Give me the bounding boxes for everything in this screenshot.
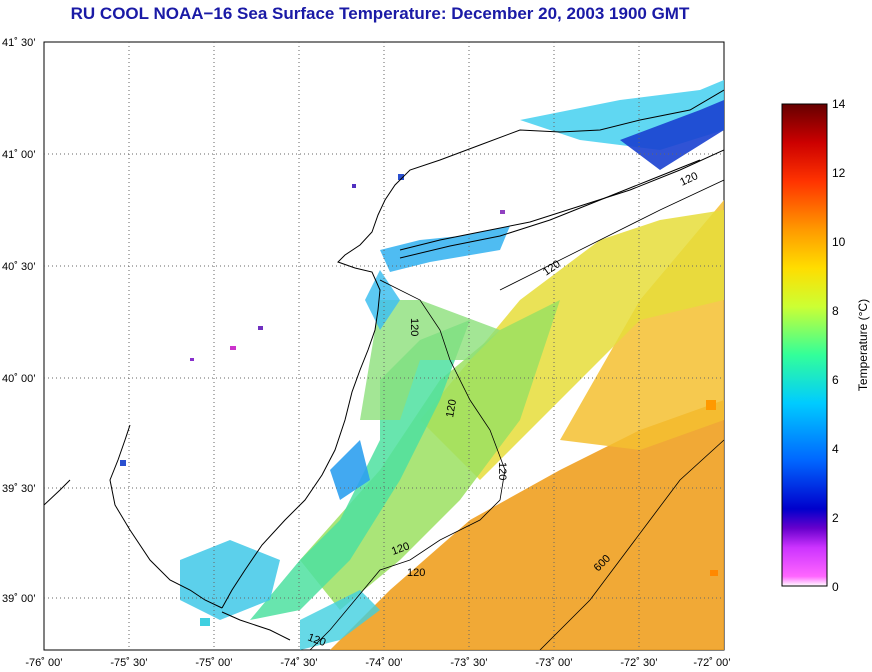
colorbar-tick-label: 8 — [832, 304, 839, 318]
lon-tick-label: -75˚ 30’ — [110, 657, 147, 669]
lat-tick-label: 41˚ 30’ — [2, 37, 36, 49]
colorbar-tick-label: 6 — [832, 373, 839, 387]
longitude-axis: -76˚ 00’ -75˚ 30’ -75˚ 00’ -74˚ 30’ -74˚… — [25, 657, 730, 669]
lon-tick-label: -72˚ 30’ — [620, 657, 657, 669]
coastline — [44, 89, 724, 641]
contour-label: 120 — [306, 632, 327, 650]
contour-label: 120 — [496, 462, 508, 480]
colorbar-ticks: 14 12 10 8 6 4 2 0 — [832, 97, 846, 594]
contour-label: 120 — [407, 567, 425, 579]
contour-label: 120 — [408, 318, 420, 336]
colorbar-tick-label: 10 — [832, 235, 846, 249]
contour-label: 120 — [444, 398, 459, 418]
bathymetry-contours — [309, 179, 724, 650]
colorbar-tick-label: 0 — [832, 580, 839, 594]
lon-tick-label: -75˚ 00’ — [195, 657, 232, 669]
lat-tick-label: 39˚ 30’ — [2, 483, 36, 495]
colorbar-tick-label: 4 — [832, 442, 839, 456]
lat-tick-label: 40˚ 00’ — [2, 373, 36, 385]
map-graticule — [44, 42, 724, 650]
lat-tick-label: 41˚ 00’ — [2, 149, 36, 161]
lat-tick-label: 40˚ 30’ — [2, 261, 36, 273]
lat-tick-label: 39˚ 00’ — [2, 593, 36, 605]
colorbar-tick-label: 12 — [832, 166, 846, 180]
colorbar-title: Temperature (°C) — [856, 299, 870, 391]
colorbar-tick-label: 14 — [832, 97, 846, 111]
contour-label: 120 — [390, 540, 411, 558]
lon-tick-label: -72˚ 00’ — [693, 657, 730, 669]
lon-tick-label: -74˚ 00’ — [365, 657, 402, 669]
lon-tick-label: -74˚ 30’ — [280, 657, 317, 669]
lon-tick-label: -73˚ 00’ — [535, 657, 572, 669]
colorbar — [781, 103, 828, 587]
map-title: RU COOL NOAA−16 Sea Surface Temperature:… — [70, 4, 690, 23]
latitude-axis: 41˚ 30’ 41˚ 00’ 40˚ 30’ 40˚ 00’ 39˚ 30’ … — [2, 37, 36, 605]
lon-tick-label: -76˚ 00’ — [25, 657, 62, 669]
colorbar-tick-label: 2 — [832, 511, 839, 525]
lon-tick-label: -73˚ 30’ — [450, 657, 487, 669]
